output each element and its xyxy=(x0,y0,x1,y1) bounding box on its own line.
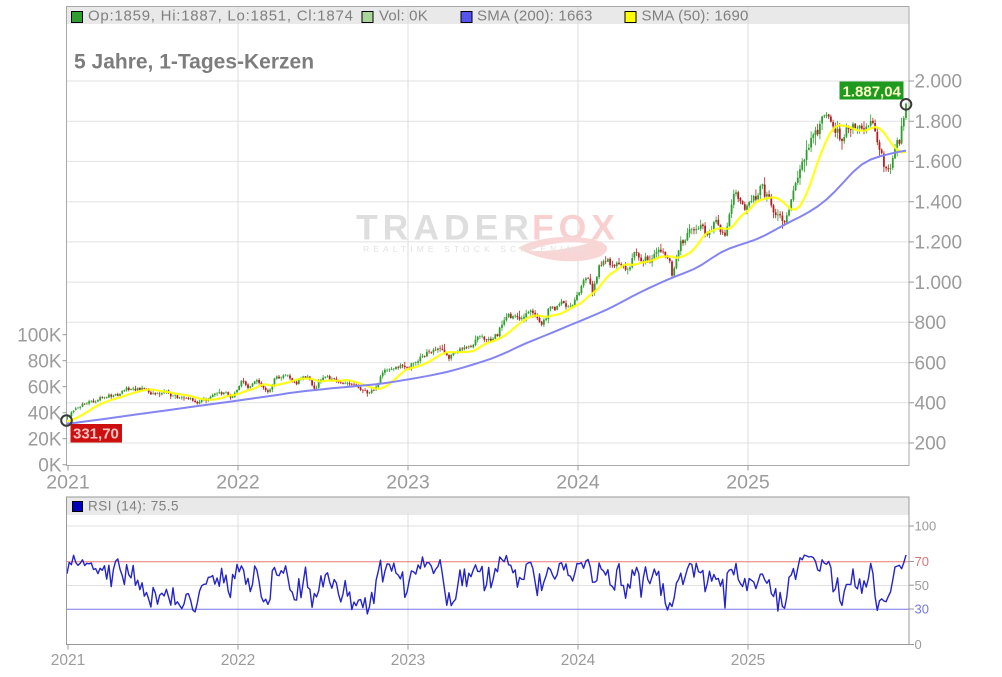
svg-text:1.800: 1.800 xyxy=(915,112,963,133)
svg-text:REALTIME STOCK SCREENING: REALTIME STOCK SCREENING xyxy=(363,244,588,254)
svg-text:600: 600 xyxy=(915,353,947,374)
svg-text:70: 70 xyxy=(915,554,929,569)
svg-text:Op:1859, Hi:1887, Lo:1851, Cl:: Op:1859, Hi:1887, Lo:1851, Cl:1874 xyxy=(88,8,354,25)
svg-text:Vol: 0K: Vol: 0K xyxy=(379,8,428,25)
svg-text:SMA (200): 1663: SMA (200): 1663 xyxy=(477,8,593,25)
svg-text:2025: 2025 xyxy=(731,652,765,669)
svg-text:2022: 2022 xyxy=(221,652,255,669)
svg-text:SMA (50): 1690: SMA (50): 1690 xyxy=(642,8,749,25)
svg-text:60K: 60K xyxy=(28,377,62,398)
svg-text:2021: 2021 xyxy=(51,652,85,669)
svg-text:RSI (14): 75.5: RSI (14): 75.5 xyxy=(88,499,179,514)
svg-text:2023: 2023 xyxy=(391,652,425,669)
svg-text:1.887,04: 1.887,04 xyxy=(843,84,902,101)
svg-text:30: 30 xyxy=(915,602,929,617)
svg-text:5 Jahre, 1-Tages-Kerzen: 5 Jahre, 1-Tages-Kerzen xyxy=(74,51,314,74)
svg-text:2024: 2024 xyxy=(561,652,596,669)
svg-text:2022: 2022 xyxy=(216,472,259,494)
svg-text:2021: 2021 xyxy=(46,472,89,494)
svg-text:1.400: 1.400 xyxy=(915,192,963,213)
svg-text:50: 50 xyxy=(915,578,929,593)
svg-text:TRADER: TRADER xyxy=(356,208,534,248)
svg-text:1.600: 1.600 xyxy=(915,152,963,173)
svg-text:2.000: 2.000 xyxy=(915,72,963,93)
svg-text:1.200: 1.200 xyxy=(915,233,963,254)
svg-text:40K: 40K xyxy=(28,403,62,424)
svg-text:2023: 2023 xyxy=(386,472,429,494)
svg-text:0: 0 xyxy=(915,637,922,652)
svg-text:331,70: 331,70 xyxy=(73,426,119,443)
svg-text:200: 200 xyxy=(915,434,947,455)
svg-text:20K: 20K xyxy=(28,429,62,450)
svg-text:800: 800 xyxy=(915,313,947,334)
svg-text:100K: 100K xyxy=(17,325,62,346)
svg-text:100: 100 xyxy=(915,519,937,534)
svg-text:1.000: 1.000 xyxy=(915,273,963,294)
svg-text:2024: 2024 xyxy=(556,472,600,494)
svg-text:2025: 2025 xyxy=(726,472,770,494)
svg-text:80K: 80K xyxy=(28,351,62,372)
svg-text:0K: 0K xyxy=(38,455,62,476)
svg-text:400: 400 xyxy=(915,394,947,415)
